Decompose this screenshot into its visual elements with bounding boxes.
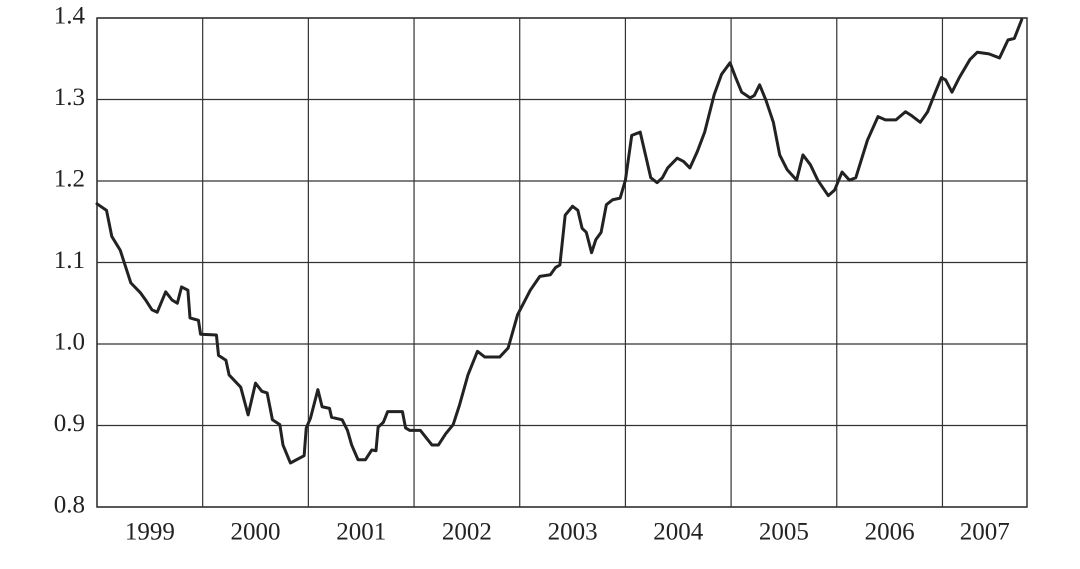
line-series — [95, 18, 1024, 465]
y-tick-label: 1.4 — [54, 3, 86, 30]
x-tick-label: 1999 — [125, 519, 175, 546]
x-tick-label: 2007 — [960, 519, 1010, 546]
y-tick-label: 0.9 — [54, 410, 85, 437]
y-tick-label: 0.8 — [54, 492, 85, 519]
x-tick-label: 2006 — [865, 519, 915, 546]
x-tick-label: 2003 — [548, 519, 598, 546]
y-tick-label: 1.2 — [54, 166, 85, 193]
x-tick-label: 2005 — [759, 519, 809, 546]
x-tick-label: 2004 — [653, 519, 704, 546]
y-tick-label: 1.0 — [54, 329, 85, 356]
x-tick-label: 2002 — [442, 519, 492, 546]
y-tick-label: 1.3 — [54, 84, 85, 111]
x-tick-label: 2001 — [336, 519, 386, 546]
y-tick-label: 1.1 — [54, 247, 85, 274]
x-tick-label: 2000 — [231, 519, 281, 546]
